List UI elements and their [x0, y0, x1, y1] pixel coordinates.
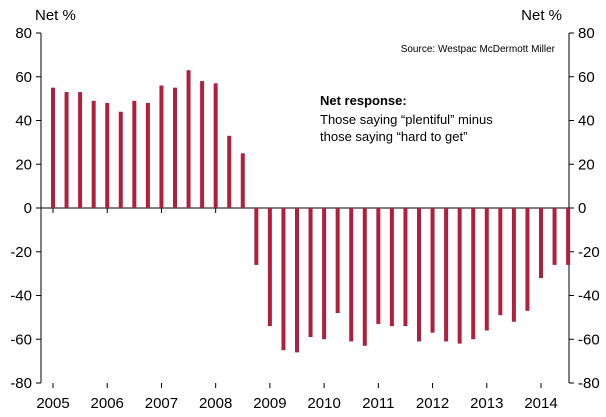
left-y-tick-label: -20: [10, 244, 32, 261]
x-tick-label: 2012: [416, 395, 449, 412]
x-tick-label: 2013: [470, 395, 503, 412]
bar: [254, 208, 259, 265]
bar: [51, 87, 55, 208]
bar: [227, 135, 232, 208]
left-axis-unit-label: Net %: [35, 7, 76, 24]
left-y-tick-label: 40: [15, 113, 32, 130]
bar: [213, 83, 218, 208]
left-y-tick-label: -60: [10, 331, 32, 348]
bar: [444, 208, 449, 342]
bar: [362, 208, 367, 346]
x-tick-label: 2007: [145, 395, 178, 412]
bar: [552, 208, 557, 265]
bar: [267, 208, 272, 327]
annotation-line-2: those saying “hard to get”: [320, 129, 467, 144]
bar: [376, 208, 381, 324]
bar: [349, 208, 354, 342]
bar: [471, 208, 476, 340]
bar: [64, 92, 69, 208]
bar: [403, 208, 408, 327]
bar: [281, 208, 286, 351]
bar: [173, 87, 177, 208]
bar: [186, 70, 191, 208]
bar: [457, 208, 462, 344]
bars: [51, 70, 571, 353]
left-y-tick-label: 20: [15, 156, 32, 173]
axes: 80 80 60 60 40 40 20 20 0 0 -20 -20 -40 -40 -60 -60 -80 -…: [10, 25, 599, 412]
bar: [539, 208, 543, 278]
left-y-tick-label: -80: [10, 375, 32, 392]
annotation-title: Net response:: [320, 93, 407, 108]
bar: [498, 208, 503, 316]
right-y-tick-label: 60: [578, 69, 595, 86]
x-tick-label: 2010: [307, 395, 340, 412]
x-tick-label: 2008: [199, 395, 232, 412]
right-y-tick-label: 0: [578, 200, 586, 217]
x-tick-label: 2014: [524, 395, 557, 412]
left-y-tick-label: 60: [15, 69, 32, 86]
bar: [118, 111, 123, 208]
left-y-tick-label: -40: [10, 288, 32, 305]
x-tick-label: 2011: [362, 395, 394, 412]
bar: [145, 103, 150, 208]
right-y-tick-label: 40: [578, 113, 595, 130]
right-y-tick-label: -80: [578, 375, 600, 392]
source-note: Source: Westpac McDermott Miller: [401, 44, 556, 55]
right-y-tick-label: -20: [578, 244, 600, 261]
bar: [159, 85, 164, 208]
bar: [335, 208, 340, 313]
x-tick-label: 2009: [253, 395, 286, 412]
bar: [322, 208, 327, 340]
bar: [200, 81, 205, 208]
bar: [511, 208, 516, 322]
x-tick-label: 2005: [36, 395, 69, 412]
left-y-tick-label: 80: [15, 25, 32, 42]
right-y-tick-label: 20: [578, 156, 595, 173]
bar: [295, 208, 299, 353]
bar: [132, 100, 137, 208]
bar: [308, 208, 313, 338]
bar: [525, 208, 530, 311]
right-y-tick-label: 80: [578, 25, 595, 42]
bar: [240, 153, 245, 208]
bar: [389, 208, 394, 327]
bar: [91, 100, 96, 208]
bar: [78, 92, 83, 208]
bar: [417, 208, 421, 342]
x-tick-label: 2006: [91, 395, 124, 412]
bar: [566, 208, 571, 265]
bar: [105, 103, 110, 208]
left-y-tick-label: 0: [24, 200, 32, 217]
bar: [484, 208, 489, 331]
bar: [430, 208, 435, 333]
right-y-tick-label: -40: [578, 288, 600, 305]
annotation-line-1: Those saying “plentiful” minus: [320, 112, 493, 127]
right-axis-unit-label: Net %: [521, 7, 562, 24]
right-y-tick-label: -60: [578, 331, 600, 348]
